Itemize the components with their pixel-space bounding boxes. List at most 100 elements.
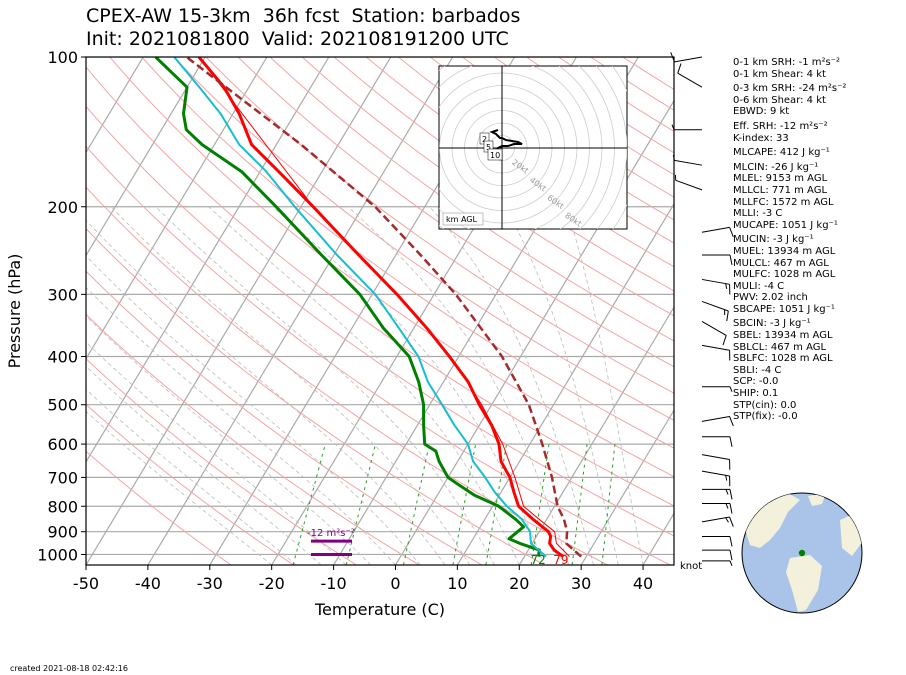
chart-title: CPEX-AW 15-3km 36h fcst Station: barbado… [86, 5, 521, 27]
y-tick-label: 900 [47, 523, 78, 542]
isotherm-line [86, 57, 330, 464]
wind-barb [672, 154, 703, 166]
plot-frame [85, 56, 675, 566]
x-tick-label: -20 [259, 574, 285, 593]
index-row: 0-3 km SRH: -24 m²s⁻² [733, 83, 847, 95]
y-tick-label: 300 [47, 285, 78, 304]
index-row: STP(fix): -0.0 [733, 411, 798, 423]
index-row: STP(cin): 0.0 [733, 399, 797, 411]
index-row: SBCIN: -3 J kg⁻¹ [733, 318, 811, 330]
isotherm-line [394, 99, 674, 565]
dry-adiabat-line [86, 313, 420, 565]
y-tick-label: 700 [47, 468, 78, 487]
y-tick-label: 600 [47, 435, 78, 454]
y-tick-label: 100 [47, 48, 78, 67]
index-row: SBLI: -4 C [733, 364, 782, 376]
wind-barb [702, 254, 733, 266]
moist-adiabat-line [86, 388, 297, 565]
virtual_temperature-line [198, 57, 570, 557]
wind-barb [677, 63, 703, 88]
wind-barb [701, 278, 731, 295]
moist-adiabat-line [347, 206, 570, 565]
index-row: SBLFC: 1028 m AGL [733, 353, 833, 365]
index-row: MUCIN: -3 J kg⁻¹ [733, 234, 814, 246]
moist-adiabat-line [86, 255, 421, 565]
isotherm-line [580, 409, 674, 565]
svg-text:10: 10 [490, 151, 500, 160]
x-tick-label: -10 [321, 574, 347, 593]
wind-barb [701, 516, 734, 527]
index-row: SBEL: 13934 m AGL [733, 330, 833, 342]
index-row: MLLCL: 771 m AGL [733, 184, 828, 196]
index-row: MUEL: 13934 m AGL [733, 245, 836, 257]
wetbulb-line [173, 57, 547, 558]
isotherm-line [86, 57, 268, 360]
index-row: MLEL: 9153 m AGL [733, 173, 828, 185]
x-tick-label: -30 [197, 574, 223, 593]
moist-adiabat-line [110, 206, 471, 565]
isotherm-line [86, 57, 144, 154]
y-tick-label: 1000 [37, 545, 78, 564]
dry-adiabat-line [86, 270, 483, 565]
wind-barb [701, 454, 731, 470]
dry-adiabat-line [141, 57, 674, 449]
mixing-ratio-line [345, 443, 376, 565]
station-marker [798, 549, 806, 557]
svg-text:km AGL: km AGL [446, 215, 478, 224]
moist-adiabat-line [86, 315, 371, 565]
hodograph-trace [489, 129, 523, 159]
wind-barb [670, 52, 703, 63]
wind-barb [702, 535, 733, 547]
chart-subtitle: Init: 2021081800 Valid: 202108191200 UTC [86, 28, 509, 50]
index-row: MLLFC: 1572 m AGL [733, 196, 834, 208]
dry-adiabat-line [86, 358, 357, 565]
srh-label: -12 m²s⁻² [307, 528, 355, 539]
moist-adiabat-line [86, 286, 396, 565]
wind-barb [702, 488, 733, 500]
x-axis-label: Temperature (C) [314, 600, 445, 619]
index-row: MULCL: 467 m AGL [733, 257, 829, 269]
dewpoint-line [154, 57, 541, 557]
wind-barb [702, 386, 733, 392]
mixing-ratio-line [292, 443, 326, 565]
dry-adiabat-line [333, 57, 674, 292]
wind-barb [702, 503, 733, 514]
index-row: MLCIN: -26 J kg⁻¹ [733, 161, 819, 173]
stability-indices-panel: 0-1 km SRH: -1 m²s⁻² 0-1 km Shear: 4 kt 0-… [733, 57, 846, 423]
moist-adiabat-line [86, 365, 322, 565]
dry-adiabat-line [173, 57, 674, 421]
moist-adiabat-line [86, 410, 272, 565]
index-row: MULI: -4 C [733, 280, 785, 292]
isotherm-line [86, 57, 392, 565]
dry-adiabat-line [86, 145, 671, 565]
dry-adiabat-line [365, 57, 674, 268]
dry-adiabat-line [86, 66, 674, 507]
surface-dewpoint-label: 72 [531, 553, 546, 567]
index-row: 0-1 km SRH: -1 m²s⁻² [733, 57, 840, 68]
isotherm-line [147, 57, 454, 565]
dry-adiabat-line [237, 57, 674, 368]
y-tick-label: 800 [47, 497, 78, 516]
x-tick-label: 20 [509, 574, 529, 593]
x-tick-label: 10 [447, 574, 467, 593]
index-row: SBLCL: 467 m AGL [733, 341, 827, 353]
dry-adiabat-line [86, 403, 294, 565]
hodograph-legend: km AGL [442, 212, 484, 226]
index-row: EBWD: 9 kt [733, 106, 790, 118]
isotherm-line [518, 305, 674, 565]
wind-barb [701, 470, 731, 487]
index-row: PWV: 2.02 inch [733, 292, 808, 304]
y-axis-label: Pressure (hPa) [5, 254, 24, 369]
wind-barb [701, 320, 727, 346]
mixing-ratio-line [452, 444, 477, 565]
dry-adiabat-line [86, 450, 232, 565]
mixing-ratio-line [402, 443, 430, 565]
hodograph-height-label: 10 [487, 148, 503, 161]
x-tick-label: 40 [633, 574, 653, 593]
wind-barb [675, 174, 703, 191]
moist-adiabat-line [208, 206, 520, 565]
location-globe [741, 492, 863, 614]
index-row: SHIP: 0.1 [733, 388, 779, 400]
y-tick-label: 200 [47, 198, 78, 217]
